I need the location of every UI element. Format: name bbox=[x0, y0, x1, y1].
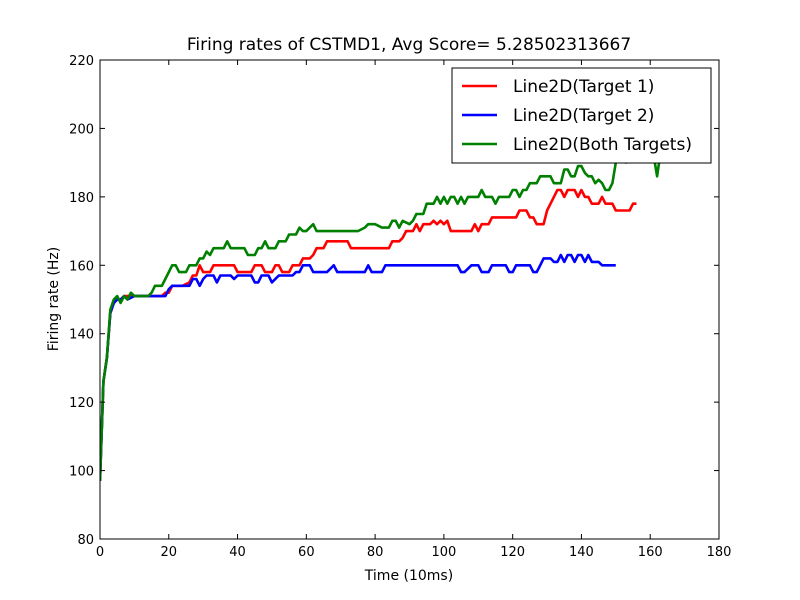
y-tick-label: 160 bbox=[69, 259, 94, 274]
x-tick-label: 20 bbox=[161, 545, 178, 560]
x-tick-label: 0 bbox=[96, 545, 104, 560]
x-tick-label: 40 bbox=[229, 545, 246, 560]
y-tick-label: 140 bbox=[69, 328, 94, 343]
series-line-3 bbox=[100, 137, 682, 481]
x-tick-label: 160 bbox=[638, 545, 663, 560]
x-tick-label: 100 bbox=[431, 545, 456, 560]
chart-title: Firing rates of CSTMD1, Avg Score= 5.285… bbox=[187, 35, 631, 55]
y-tick-label: 80 bbox=[77, 533, 94, 548]
x-tick-label: 60 bbox=[298, 545, 315, 560]
y-tick-label: 220 bbox=[69, 54, 94, 69]
series-group bbox=[100, 137, 682, 481]
legend-label-3: Line2D(Both Targets) bbox=[513, 135, 692, 155]
y-tick-label: 120 bbox=[69, 396, 94, 411]
series-line-2 bbox=[100, 253, 616, 481]
x-tick-label: 120 bbox=[500, 545, 525, 560]
x-tick-label: 140 bbox=[569, 545, 594, 560]
y-tick-label: 100 bbox=[69, 465, 94, 480]
y-axis-label: Firing rate (Hz) bbox=[46, 247, 62, 351]
x-tick-label: 180 bbox=[707, 545, 732, 560]
y-tick-label: 200 bbox=[69, 122, 94, 137]
plot-area: 0 20 40 60 80 100 120 140 160 180 80 100 120 140 160 18… bbox=[69, 54, 731, 560]
plot-frame bbox=[99, 59, 720, 540]
x-tick-label: 80 bbox=[367, 545, 384, 560]
legend-label-2: Line2D(Target 2) bbox=[513, 106, 654, 126]
legend: Line2D(Target 1) Line2D(Target 2) Line2D(B… bbox=[451, 67, 712, 164]
y-tick-label: 180 bbox=[69, 191, 94, 206]
legend-label-1: Line2D(Target 1) bbox=[513, 77, 654, 97]
series-line-1 bbox=[100, 188, 637, 481]
x-axis-label: Time (10ms) bbox=[364, 568, 453, 584]
